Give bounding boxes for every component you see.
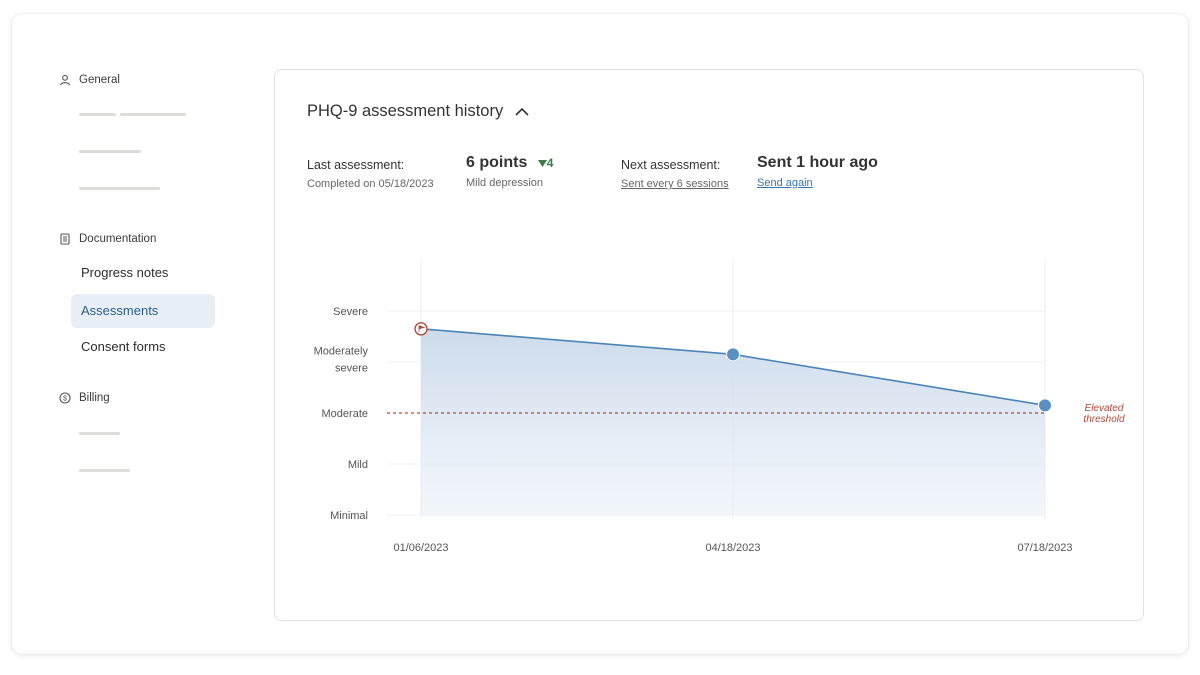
score-delta: 4 (537, 156, 554, 170)
completed-date: Completed on 05/18/2023 (307, 178, 434, 190)
y-tick-label: Mild (348, 459, 368, 471)
placeholder-line (79, 150, 141, 153)
score-value: 6 points (466, 154, 528, 171)
next-assessment-label-group: Next assessment: Sent every 6 sessions (621, 158, 729, 190)
card-title: PHQ-9 assessment history (307, 102, 504, 120)
sent-status: Sent 1 hour ago (757, 154, 878, 171)
person-icon (59, 74, 71, 86)
document-icon (60, 233, 70, 245)
x-tick-label: 04/18/2023 (705, 542, 760, 554)
placeholder-line (120, 113, 186, 116)
placeholder-line (79, 469, 130, 472)
x-tick-label: 01/06/2023 (393, 542, 448, 554)
send-again-link[interactable]: Send again (757, 177, 813, 189)
sidebar-section-label: General (79, 74, 120, 86)
app-window: General Documentation Progress notes Ass… (12, 14, 1188, 654)
card-header: PHQ-9 assessment history (307, 102, 531, 121)
flag-glyph (418, 325, 426, 332)
sidebar-item-assessments[interactable]: Assessments (71, 294, 215, 328)
sidebar-section-label: Documentation (79, 233, 157, 245)
placeholder-line (79, 187, 160, 190)
placeholder-line (79, 113, 116, 116)
svg-text:$: $ (63, 396, 67, 403)
sidebar: General Documentation Progress notes Ass… (12, 14, 252, 654)
frequency-link[interactable]: Sent every 6 sessions (621, 178, 729, 190)
last-assessment-score-group: 6 points 4 Mild depression (466, 154, 553, 189)
data-point (726, 347, 740, 362)
next-assessment-status-group: Sent 1 hour ago Send again (757, 154, 878, 189)
phq9-chart: Minimal Mild Moderate Moderately severe Sever… (275, 240, 1143, 570)
severity-label: Mild depression (466, 177, 544, 189)
y-tick-label: Minimal (330, 510, 368, 522)
y-tick-label: Moderately (314, 346, 369, 358)
triangle-down-icon (537, 160, 547, 168)
threshold-label: threshold (1083, 414, 1125, 425)
y-tick-label: Severe (333, 306, 368, 318)
sidebar-section-billing[interactable]: $ Billing (59, 392, 110, 404)
data-point (1038, 398, 1052, 413)
last-assessment-label: Last assessment: (307, 158, 405, 172)
flag-icon (414, 322, 428, 336)
sidebar-section-documentation[interactable]: Documentation (59, 233, 156, 245)
assessment-history-card: PHQ-9 assessment history Last assessment… (274, 69, 1144, 621)
score-delta-value: 4 (546, 156, 554, 170)
chart-svg: Minimal Mild Moderate Moderately severe Sever… (314, 260, 1125, 554)
x-tick-label: 07/18/2023 (1017, 542, 1072, 554)
y-tick-label: severe (335, 363, 368, 375)
chevron-up-icon[interactable] (513, 103, 531, 121)
sidebar-item-consent-forms[interactable]: Consent forms (81, 339, 166, 354)
y-tick-label: Moderate (322, 408, 368, 420)
series-area (421, 328, 1045, 515)
sidebar-section-label: Billing (79, 392, 110, 404)
currency-icon: $ (59, 392, 71, 404)
last-assessment-label-group: Last assessment: Completed on 05/18/2023 (307, 158, 434, 190)
placeholder-line (79, 432, 120, 435)
sidebar-section-general[interactable]: General (59, 74, 120, 86)
next-assessment-label: Next assessment: (621, 158, 721, 172)
sidebar-item-progress-notes[interactable]: Progress notes (81, 265, 169, 280)
threshold-label: Elevated (1085, 403, 1124, 414)
